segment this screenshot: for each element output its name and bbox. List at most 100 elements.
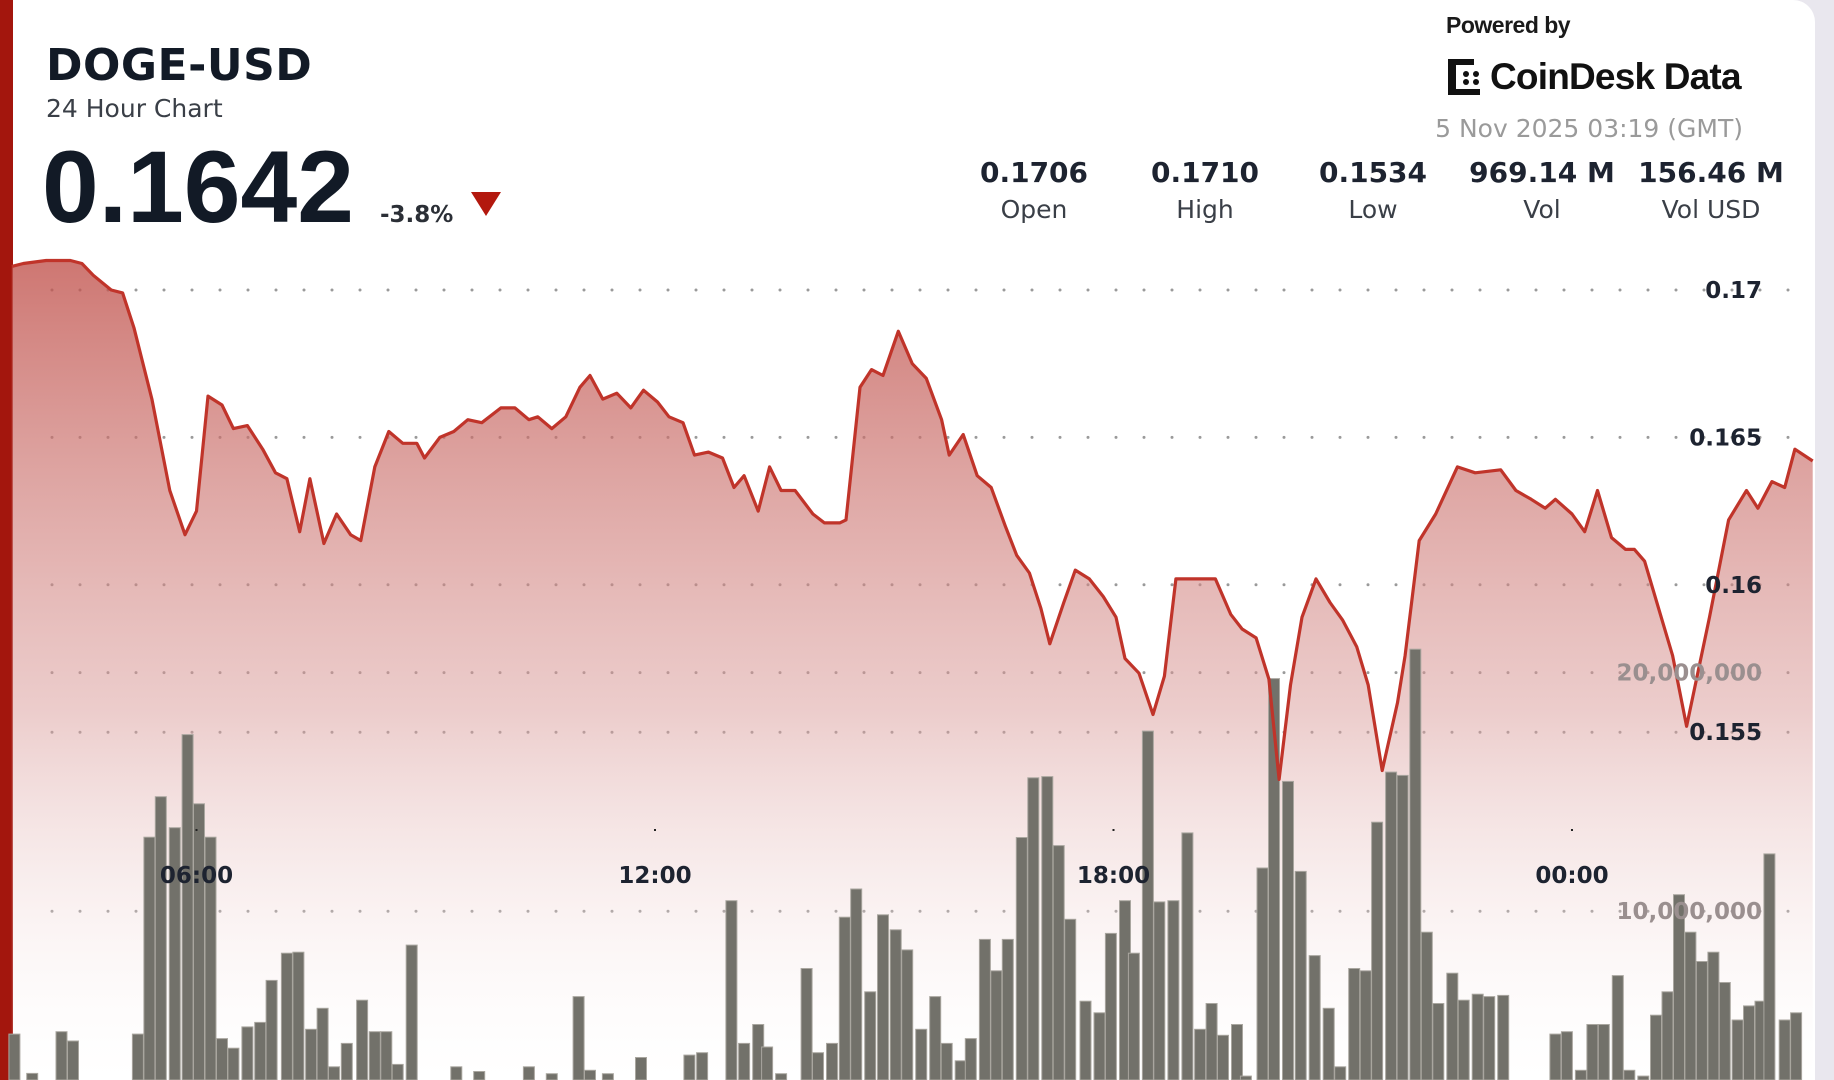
volume-bar — [227, 1047, 240, 1080]
volume-bar — [1282, 780, 1294, 1080]
volume-tick-label: 10,000,000 — [1616, 899, 1762, 925]
volume-bar — [1167, 900, 1180, 1080]
volume-bar — [725, 900, 738, 1080]
volume-bar — [954, 1060, 967, 1080]
volume-bar — [1015, 837, 1028, 1080]
volume-bar — [635, 1057, 647, 1080]
stat-high: 0.1710 High — [1120, 156, 1290, 224]
stat-label: High — [1176, 195, 1234, 224]
stat-value: 156.46 M — [1638, 156, 1784, 189]
volume-bar — [800, 968, 813, 1080]
volume-bar — [8, 1033, 21, 1080]
volume-bar — [1718, 982, 1731, 1080]
volume-bar — [356, 999, 369, 1080]
time-tick-mark — [653, 829, 656, 831]
volume-bar — [1127, 952, 1140, 1080]
volume-bar — [193, 803, 205, 1080]
volume-bar — [1574, 1069, 1587, 1080]
volume-bar — [1231, 1024, 1243, 1080]
volume-bar — [1001, 938, 1014, 1080]
volume-bar — [1420, 931, 1433, 1080]
volume-bar — [1743, 1005, 1755, 1080]
volume-bar — [55, 1031, 68, 1080]
price-tick-label: 0.165 — [1689, 425, 1762, 451]
volume-bar — [761, 1046, 774, 1080]
volume-bar — [877, 914, 889, 1080]
stat-value: 0.1710 — [1150, 156, 1260, 189]
volume-bar — [1790, 1012, 1803, 1080]
volume-bar — [1334, 1066, 1347, 1080]
volume-bar — [1446, 972, 1459, 1080]
volume-bar — [1153, 901, 1166, 1080]
volume-bar — [340, 1042, 353, 1080]
volume-bar — [181, 734, 194, 1080]
volume-bar — [1611, 975, 1624, 1080]
stat-label: Low — [1348, 195, 1398, 224]
volume-bar — [1695, 961, 1708, 1080]
volume-bar — [1239, 1075, 1252, 1080]
volume-bar — [316, 1007, 329, 1080]
volume-bar — [1079, 1000, 1092, 1080]
volume-bar — [1052, 845, 1065, 1080]
volume-bar — [1707, 951, 1720, 1080]
volume-bar — [131, 1033, 144, 1080]
stat-value: 0.1706 — [979, 156, 1089, 189]
volume-bar — [368, 1031, 381, 1080]
volume-bar — [168, 827, 181, 1080]
volume-bar — [1471, 993, 1484, 1080]
volume-bar — [1396, 774, 1409, 1080]
price-area-fill — [11, 260, 1813, 1080]
volume-bar — [915, 1028, 928, 1080]
volume-bar — [265, 979, 278, 1080]
axis-labels: 0.155 0.16 0.165 0.17 10,000,000 20,000,000 06… — [160, 278, 1762, 925]
volume-bar — [450, 1066, 463, 1080]
price-tick-label: 0.17 — [1705, 278, 1762, 304]
volume-bar — [964, 1038, 977, 1080]
price-line — [11, 258, 1814, 781]
volume-bar — [1294, 870, 1307, 1080]
volume-bar — [1549, 1033, 1562, 1080]
volume-bar — [241, 1026, 254, 1080]
timestamp: 5 Nov 2025 03:19 (GMT) — [1435, 114, 1743, 143]
volume-bar — [1194, 1028, 1207, 1080]
volume-bar — [584, 1069, 596, 1080]
volume-bar — [1385, 771, 1398, 1080]
volume-bar — [67, 1040, 79, 1080]
volume-bar — [1661, 991, 1674, 1080]
volume-bar — [328, 1066, 340, 1080]
volume-bar — [1322, 1007, 1335, 1080]
volume-bar — [216, 1038, 228, 1080]
time-tick-mark — [1570, 829, 1573, 831]
volume-bar — [305, 1028, 318, 1080]
symbol-title: DOGE-USD — [46, 40, 313, 91]
stat-value: 969.14 M — [1469, 156, 1615, 189]
price-change-percent: -3.8% — [379, 202, 454, 228]
volume-bar — [601, 1073, 614, 1080]
chart-subtitle: 24 Hour Chart — [46, 94, 223, 123]
volume-bar — [940, 1042, 953, 1080]
volume-bar — [1371, 821, 1384, 1080]
volume-bar — [850, 888, 863, 1080]
current-price: 0.1642 — [42, 130, 354, 244]
volume-bar — [1560, 1031, 1573, 1080]
volume-bar — [292, 951, 305, 1080]
volume-bar — [154, 796, 167, 1080]
volume-bar — [1763, 853, 1776, 1080]
stat-label: Vol USD — [1661, 195, 1761, 224]
volume-bar — [889, 929, 902, 1080]
stat-label: Open — [1000, 195, 1068, 224]
volume-bar — [1256, 867, 1269, 1080]
time-tick-label: 00:00 — [1535, 863, 1608, 889]
price-gridline — [50, 288, 1790, 292]
volume-bar — [522, 1066, 535, 1080]
volume-tick-label: 20,000,000 — [1616, 661, 1762, 687]
down-arrow-icon — [471, 192, 502, 216]
coindesk-logo-icon — [1448, 59, 1480, 95]
time-tick-label: 18:00 — [1077, 863, 1150, 889]
volume-bar — [473, 1071, 486, 1080]
volume-bar — [1359, 970, 1372, 1080]
volume-bar — [864, 991, 877, 1080]
volume-bar — [1432, 1003, 1445, 1080]
